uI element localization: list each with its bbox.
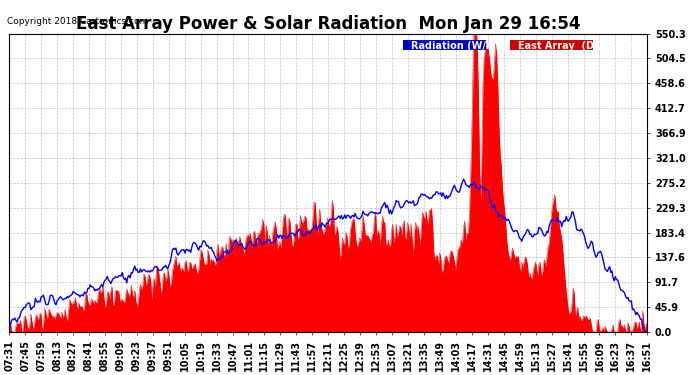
Text: Copyright 2018 Cartronics.com: Copyright 2018 Cartronics.com xyxy=(7,17,148,26)
Legend: Radiation (W/m2), East Array  (DC Watts): Radiation (W/m2), East Array (DC Watts) xyxy=(401,39,642,53)
Title: East Array Power & Solar Radiation  Mon Jan 29 16:54: East Array Power & Solar Radiation Mon J… xyxy=(76,15,580,33)
